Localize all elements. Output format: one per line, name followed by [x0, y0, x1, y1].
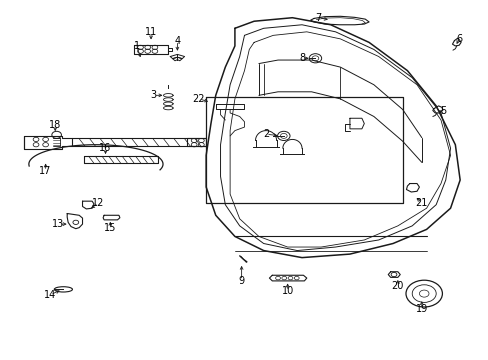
- Text: 5: 5: [439, 106, 446, 116]
- Text: 12: 12: [92, 198, 104, 208]
- Text: 10: 10: [281, 286, 293, 296]
- Text: 19: 19: [415, 304, 427, 314]
- Text: 7: 7: [315, 13, 321, 23]
- Text: 20: 20: [391, 281, 403, 291]
- Text: 2: 2: [263, 129, 268, 139]
- Text: 22: 22: [192, 94, 205, 104]
- Text: 4: 4: [174, 36, 180, 46]
- Text: 6: 6: [455, 34, 461, 44]
- Text: 11: 11: [144, 27, 157, 37]
- Text: 9: 9: [238, 275, 244, 285]
- Text: 16: 16: [99, 143, 111, 153]
- Text: 3: 3: [150, 90, 156, 100]
- Text: 13: 13: [52, 219, 64, 229]
- Text: 21: 21: [415, 198, 427, 208]
- Text: 15: 15: [104, 222, 116, 233]
- Text: 18: 18: [49, 120, 61, 130]
- Text: 14: 14: [44, 290, 57, 300]
- Text: 8: 8: [298, 53, 305, 63]
- Text: 1: 1: [133, 41, 140, 51]
- Text: 17: 17: [40, 166, 52, 176]
